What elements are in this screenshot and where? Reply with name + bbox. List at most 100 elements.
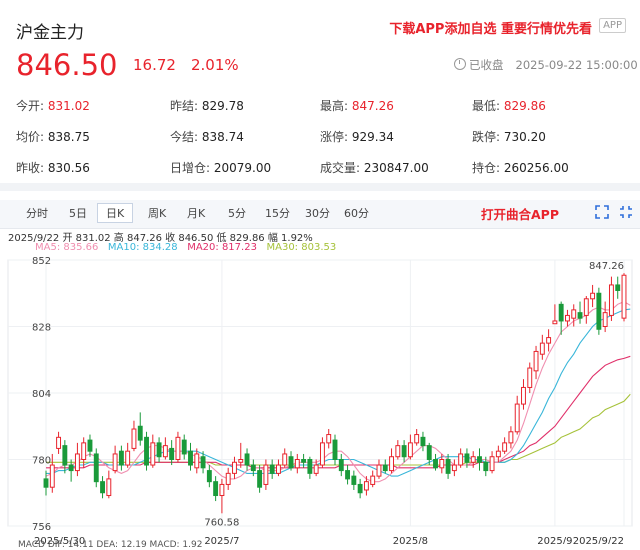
candle-body-down (269, 464, 275, 474)
stat-item: 最低: 829.86 (472, 97, 546, 114)
tab-30-min[interactable]: 30分 (305, 207, 330, 220)
stat-item: 成交量: 230847.00 (320, 159, 429, 176)
candles (43, 273, 627, 514)
candle-body-up (571, 309, 577, 319)
stat-value: 838.74 (201, 130, 244, 144)
candle-body-up (521, 386, 526, 405)
candle-body-down (87, 439, 93, 452)
candle-body-down (301, 459, 307, 463)
candle-body-up (106, 478, 112, 497)
stat-item: 均价: 838.75 (16, 128, 90, 145)
exit-fullscreen-icon[interactable] (619, 205, 635, 221)
y-tick-label: 804 (32, 389, 51, 400)
tab-monthly-k[interactable]: 月K (187, 207, 206, 220)
stat-value: 260256.00 (503, 161, 569, 175)
tab-5-min[interactable]: 5分 (228, 207, 246, 220)
candle-body-up (125, 450, 131, 466)
candle-body-down (433, 459, 438, 469)
stat-label: 今结: (170, 130, 199, 144)
candle-body-up (363, 481, 369, 491)
candle-body-down (188, 450, 193, 466)
candlestick-chart[interactable]: 852 828 804 780 756 2025/5/30 2025/7 2025/8 2025… (0, 254, 640, 544)
stat-label: 昨结: (170, 99, 199, 113)
stat-label: 昨收: (16, 161, 45, 175)
fullscreen-icon[interactable] (595, 205, 611, 221)
stat-value: 829.78 (201, 99, 244, 113)
candle-body-up (414, 434, 420, 444)
tab-5-day[interactable]: 5日 (69, 207, 87, 220)
candle-body-down (338, 459, 344, 472)
candle-body-down (345, 470, 351, 480)
candle-body-up (495, 450, 501, 458)
stat-item: 持仓: 260256.00 (472, 159, 569, 176)
x-tick-label: 2025/8 (393, 536, 428, 544)
candle-body-up (238, 459, 244, 463)
candle-body-down (477, 456, 482, 463)
candle-body-up (489, 456, 495, 472)
stat-item: 今开: 831.02 (16, 97, 90, 114)
candle-body-up (527, 367, 533, 388)
low-price-label: 760.58 (204, 517, 239, 528)
candle-body-down (332, 439, 338, 461)
candle-body-up (470, 456, 476, 463)
tab-60-min[interactable]: 60分 (344, 207, 369, 220)
ma20-line (46, 355, 631, 469)
candle-body-up (225, 472, 231, 485)
candle-body-up (608, 284, 614, 316)
candle-body-up (508, 431, 514, 444)
candle-body-up (552, 320, 558, 325)
candle-body-down (307, 459, 313, 474)
candle-body-down (206, 470, 212, 483)
candle-body-down (213, 481, 219, 497)
candle-body-up (389, 456, 394, 472)
candle-body-down (257, 470, 263, 488)
candle-body-down (382, 464, 388, 472)
stat-label: 最低: (472, 99, 501, 113)
stat-label: 涨停: (320, 130, 349, 144)
stat-value: 730.20 (503, 130, 546, 144)
open-app-link[interactable]: 打开曲合APP (481, 207, 559, 222)
candle-body-down (200, 456, 206, 469)
candle-body-up (313, 464, 319, 474)
ma10-label: MA10: 834.28 (107, 242, 178, 253)
market-status-text: 已收盘 (469, 58, 504, 72)
candle-body-up (451, 464, 457, 472)
y-tick-label: 852 (32, 256, 51, 267)
x-tick-label: 2025/9 (537, 536, 572, 544)
candle-body-up (219, 483, 225, 497)
candle-body-up (150, 442, 156, 466)
stat-label: 持仓: (472, 161, 501, 175)
stat-item: 跌停: 730.20 (472, 128, 546, 145)
stat-value: 20079.00 (213, 161, 272, 175)
x-tick-label: 2025/7 (204, 536, 239, 544)
ma5-label: MA5: 835.66 (35, 242, 99, 253)
y-tick-label: 780 (32, 456, 51, 467)
candle-body-down (351, 475, 357, 485)
stat-value: 847.26 (351, 99, 394, 113)
candle-body-up (74, 453, 80, 472)
last-price: 846.50 (16, 48, 118, 82)
download-app-promo-link[interactable]: 下载APP添加自选 重要行情优先看 (389, 22, 592, 37)
ohlc-readout: 2025/9/22 开 831.02 高 847.26 收 846.50 低 8… (8, 233, 313, 244)
tab-weekly-k[interactable]: 周K (148, 207, 167, 220)
stat-value: 831.02 (47, 99, 90, 113)
ma10-line (46, 308, 631, 477)
tab-daily-k[interactable]: 日K (97, 203, 134, 223)
stat-value: 830.56 (47, 161, 90, 175)
tab-15-min[interactable]: 15分 (265, 207, 290, 220)
candle-body-up (112, 453, 118, 472)
tab-intraday[interactable]: 分时 (26, 207, 48, 220)
stat-label: 成交量: (320, 161, 361, 175)
stat-item: 昨收: 830.56 (16, 159, 90, 176)
candle-body-down (156, 442, 162, 458)
candle-body-down (244, 453, 250, 466)
candle-body-down (420, 436, 426, 447)
candle-body-up (376, 464, 382, 477)
candle-body-up (162, 445, 168, 458)
candle-body-down (596, 292, 602, 330)
stat-item: 昨结: 829.78 (170, 97, 244, 114)
candle-body-down (93, 453, 99, 483)
candle-body-down (250, 464, 256, 472)
x-tick-label: 2025/9/22 (573, 536, 624, 544)
macd-readout: MACD DIF: 14.11 DEA: 12.19 MACD: 1.92 (18, 540, 203, 550)
